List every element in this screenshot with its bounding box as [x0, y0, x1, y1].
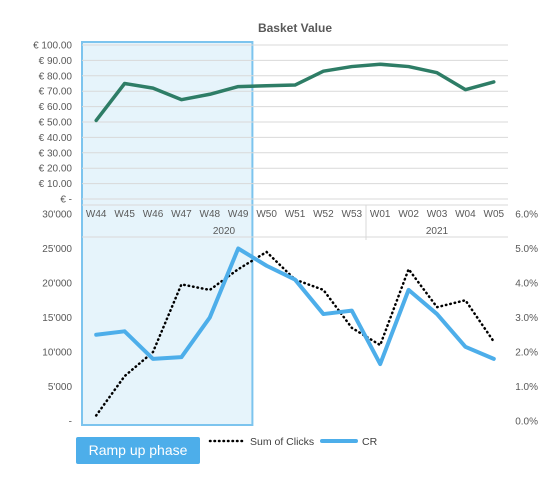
cr-y-axis: 0.0% 1.0% 2.0% 3.0% 4.0% 5.0% 6.0% [515, 210, 538, 428]
y-tick-label: € 100.00 [33, 41, 72, 52]
right-y-tick-label: 0.0% [515, 417, 538, 428]
x-tick-label: W02 [398, 209, 419, 220]
x-tick-label: W01 [370, 209, 391, 220]
right-y-tick-label: 2.0% [515, 348, 538, 359]
x-tick-label: W04 [455, 209, 476, 220]
y-tick-label: € 40.00 [39, 133, 73, 144]
category-axis [82, 204, 508, 240]
y-tick-label: € 80.00 [39, 71, 73, 82]
basket-chart-title: Basket Value [258, 21, 332, 35]
x-tick-label: W44 [86, 209, 107, 220]
left-y-tick-label: 10'000 [42, 348, 72, 359]
x-tick-label: W03 [427, 209, 448, 220]
left-y-tick-label: 20'000 [42, 279, 72, 290]
year-label: 2021 [426, 226, 449, 237]
x-tick-label: W45 [114, 209, 135, 220]
y-tick-label: € 20.00 [39, 164, 73, 175]
year-label: 2020 [213, 226, 236, 237]
legend-label: CR [362, 436, 378, 448]
basket-series [94, 62, 496, 123]
right-y-tick-label: 3.0% [515, 313, 538, 324]
left-y-tick-label: 15'000 [42, 313, 72, 324]
ramp-up-label-box [76, 437, 200, 464]
y-tick-label: € 50.00 [39, 118, 73, 129]
x-tick-label: W52 [313, 209, 334, 220]
clicks-y-axis: - 5'000 10'000 15'000 20'000 25'000 30'000 [42, 210, 72, 428]
bottom-series [94, 246, 496, 417]
x-tick-label: W50 [256, 209, 277, 220]
x-tick-label: W53 [342, 209, 363, 220]
basket-value-line [94, 62, 496, 123]
ramp-up-highlight-region [81, 41, 254, 426]
right-y-tick-label: 4.0% [515, 279, 538, 290]
week-labels: W44 W45 W46 W47 W48 W49 W50 W51 W52 W53 W01 W02 W03 W… [86, 209, 505, 220]
left-y-tick-label: 25'000 [42, 244, 72, 255]
y-tick-label: € 10.00 [39, 179, 73, 190]
left-y-tick-label: - [69, 417, 72, 428]
x-tick-label: W49 [228, 209, 249, 220]
right-y-tick-label: 6.0% [515, 210, 538, 221]
x-tick-label: W47 [171, 209, 192, 220]
left-y-tick-label: 30'000 [42, 210, 72, 221]
legend: Sum of Clicks CR [208, 436, 378, 448]
left-y-tick-label: 5'000 [48, 382, 73, 393]
x-tick-label: W05 [484, 209, 505, 220]
x-tick-label: W46 [143, 209, 164, 220]
y-tick-label: € - [60, 195, 72, 206]
basket-gridlines [82, 44, 508, 200]
right-y-tick-label: 1.0% [515, 382, 538, 393]
ramp-up-annotation: Ramp up phase [76, 437, 200, 464]
y-tick-label: € 60.00 [39, 102, 73, 113]
x-tick-label: W48 [200, 209, 221, 220]
y-tick-label: € 70.00 [39, 87, 73, 98]
x-tick-label: W51 [285, 209, 306, 220]
cr-line [94, 246, 496, 367]
legend-label: Sum of Clicks [250, 436, 314, 448]
ramp-up-label: Ramp up phase [89, 442, 188, 458]
year-labels: 2020 2021 [213, 226, 449, 237]
y-tick-label: € 90.00 [39, 56, 73, 67]
right-y-tick-label: 5.0% [515, 244, 538, 255]
basket-y-axis: € - € 10.00 € 20.00 € 30.00 € 40.00 € 50.00 € … [33, 41, 72, 206]
y-tick-label: € 30.00 [39, 148, 73, 159]
